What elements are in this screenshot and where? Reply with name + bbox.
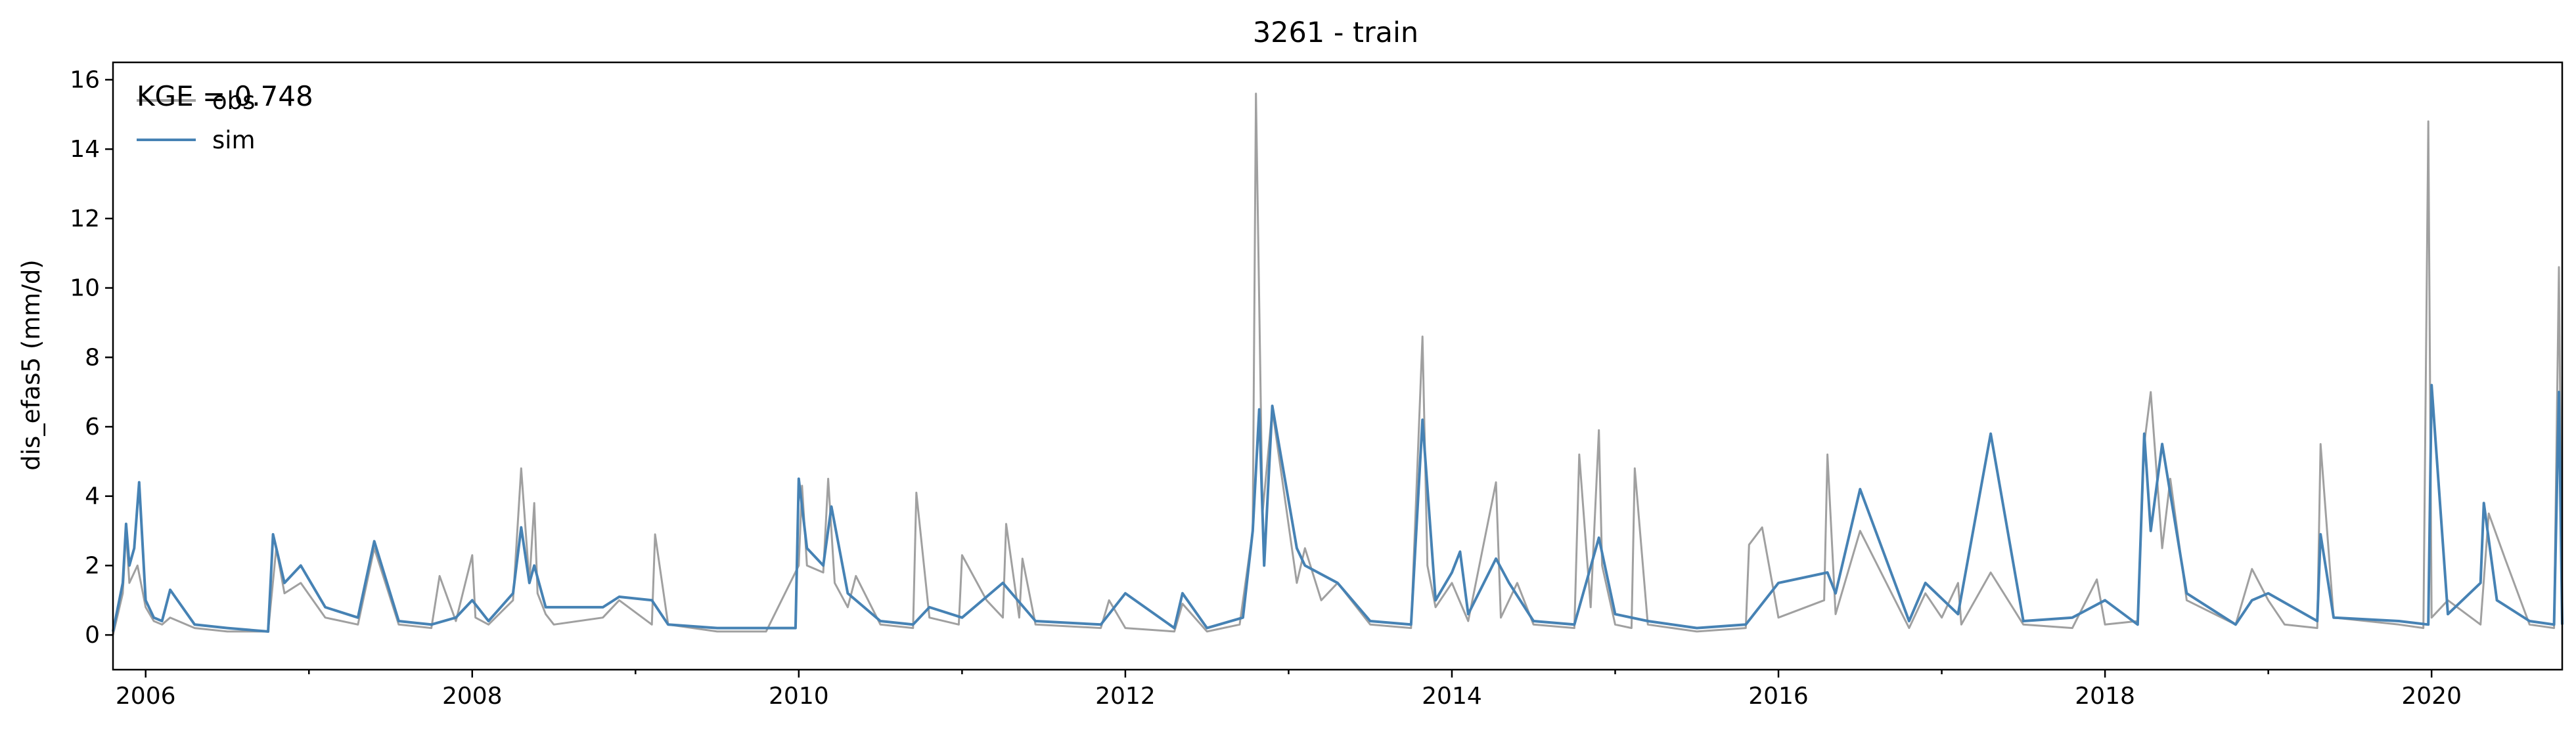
y-axis-ticks: 0 2 4 6 8 10 12 14 16 [70,66,113,649]
x-tick-label: 2016 [1748,683,1809,710]
legend-sim-label: sim [212,126,256,154]
legend: obs sim [137,87,256,154]
x-tick-label: 2008 [442,683,503,710]
plot-area [112,93,2564,636]
x-tick-label: 2012 [1095,683,1156,710]
x-tick-label: 2010 [769,683,829,710]
y-tick-label: 14 [70,136,100,163]
y-axis-label: dis_efas5 (mm/d) [17,259,45,471]
axes-border [112,61,2564,671]
y-tick-label: 8 [85,344,100,371]
series-line-sim [112,383,2564,633]
y-tick-label: 6 [85,414,100,441]
axes-frame [112,61,2564,671]
chart-title: 3261 - train [1253,16,1418,49]
x-tick-label: 2020 [2401,683,2462,710]
x-tick-label: 2006 [116,683,176,710]
x-tick-label: 2014 [1422,683,1482,710]
y-tick-label: 2 [85,552,100,579]
y-tick-label: 12 [70,205,100,232]
x-tick-label: 2018 [2075,683,2135,710]
legend-obs-label: obs [212,87,255,115]
y-tick-label: 4 [85,483,100,510]
kge-annotation: KGE = 0.748 [137,80,313,112]
y-tick-label: 10 [70,275,100,302]
y-tick-label: 16 [70,66,100,93]
y-tick-label: 0 [85,622,100,649]
x-axis-ticks: 2006 2008 2010 2012 2014 2016 2018 2020 [116,670,2462,710]
